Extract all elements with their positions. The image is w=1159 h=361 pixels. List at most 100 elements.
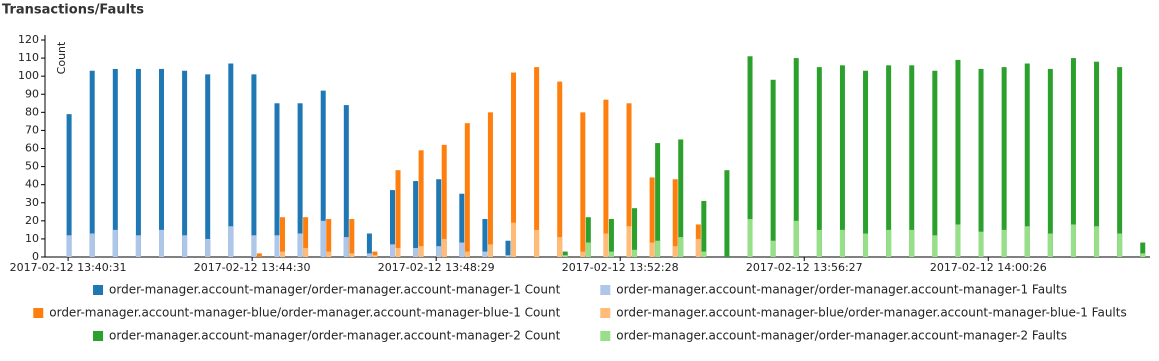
bar bbox=[326, 219, 332, 257]
bar bbox=[863, 70, 869, 257]
bar bbox=[839, 229, 845, 257]
y-tick-label: 40 bbox=[25, 178, 39, 191]
bar bbox=[366, 253, 372, 257]
bar bbox=[672, 179, 678, 257]
bar bbox=[747, 219, 753, 257]
bar bbox=[585, 242, 591, 257]
bar bbox=[608, 251, 614, 257]
bar bbox=[135, 68, 141, 257]
y-tick-label: 120 bbox=[18, 33, 39, 46]
bar bbox=[182, 70, 188, 257]
legend-item[interactable]: order-manager.account-manager/order-mana… bbox=[93, 283, 561, 297]
bar bbox=[724, 170, 730, 257]
legend-swatch bbox=[600, 308, 611, 318]
bar bbox=[603, 99, 609, 257]
x-tick-label: 2017-02-12 13:44:30 bbox=[194, 261, 311, 274]
bar bbox=[395, 247, 401, 257]
bar bbox=[1001, 67, 1007, 257]
bar bbox=[672, 246, 678, 257]
bar bbox=[816, 229, 822, 257]
legend-item[interactable]: order-manager.account-manager/order-mana… bbox=[600, 329, 1067, 343]
bar bbox=[89, 233, 95, 257]
x-tick-label: 2017-02-12 14:00:26 bbox=[930, 261, 1047, 274]
bar bbox=[770, 79, 776, 258]
y-tick-label: 20 bbox=[25, 214, 39, 227]
bar bbox=[1140, 242, 1146, 257]
legend-item[interactable]: order-manager.account-manager/order-mana… bbox=[600, 283, 1067, 297]
bar bbox=[418, 246, 424, 257]
legend-swatch bbox=[93, 331, 104, 341]
bar bbox=[1024, 226, 1030, 257]
bar bbox=[205, 238, 211, 257]
bar bbox=[608, 219, 614, 257]
bar bbox=[326, 251, 332, 257]
bar bbox=[349, 219, 355, 257]
bar bbox=[280, 217, 286, 257]
bar bbox=[280, 251, 286, 257]
bar bbox=[205, 74, 211, 257]
bar bbox=[1094, 61, 1100, 258]
legend-item[interactable]: order-manager.account-manager-blue/order… bbox=[33, 306, 561, 320]
bar bbox=[464, 123, 470, 257]
bar bbox=[603, 233, 609, 257]
bar bbox=[793, 220, 799, 257]
bar bbox=[511, 222, 517, 257]
legend-label: order-manager.account-manager/order-mana… bbox=[616, 283, 1067, 297]
bar bbox=[459, 242, 465, 257]
y-tick-label: 90 bbox=[25, 87, 39, 100]
bar bbox=[343, 105, 349, 257]
bar bbox=[557, 237, 563, 257]
bar bbox=[251, 74, 257, 257]
bar bbox=[655, 240, 661, 257]
bar bbox=[413, 247, 419, 257]
y-tick-label: 10 bbox=[25, 232, 39, 245]
bar bbox=[66, 114, 72, 258]
y-tick-label: 30 bbox=[25, 196, 39, 209]
legend-item[interactable]: order-manager.account-manager/order-mana… bbox=[93, 329, 561, 343]
bar bbox=[251, 235, 257, 257]
y-tick-label: 70 bbox=[25, 123, 39, 136]
bar bbox=[557, 81, 563, 257]
legend-label: order-manager.account-manager/order-mana… bbox=[616, 329, 1067, 343]
bar bbox=[747, 56, 753, 258]
bar bbox=[511, 72, 517, 257]
legend-item[interactable]: order-manager.account-manager-blue/order… bbox=[600, 306, 1127, 320]
bar bbox=[66, 235, 72, 257]
bar bbox=[649, 177, 655, 257]
bar bbox=[678, 139, 684, 257]
bar bbox=[1001, 229, 1007, 257]
chart-title: Transactions/Faults bbox=[2, 3, 144, 18]
bar bbox=[372, 255, 378, 257]
bar bbox=[701, 200, 707, 257]
bar bbox=[482, 219, 488, 257]
bar bbox=[372, 251, 378, 257]
bar bbox=[955, 224, 961, 257]
bar bbox=[632, 249, 638, 257]
x-tick-label: 2017-02-12 13:52:28 bbox=[562, 261, 679, 274]
bar bbox=[534, 67, 540, 257]
bar bbox=[932, 70, 938, 257]
bar bbox=[436, 246, 442, 257]
bar bbox=[482, 251, 488, 257]
bar bbox=[395, 170, 401, 257]
legend-swatch bbox=[600, 331, 611, 341]
bar bbox=[701, 251, 707, 257]
bar bbox=[366, 233, 372, 257]
bar bbox=[159, 68, 165, 257]
bar bbox=[228, 226, 234, 257]
x-tick-label: 2017-02-12 13:56:27 bbox=[746, 261, 863, 274]
bar bbox=[459, 193, 465, 257]
bar bbox=[585, 217, 591, 257]
y-tick-label: 110 bbox=[18, 51, 39, 64]
bar bbox=[441, 238, 447, 257]
bar bbox=[487, 244, 493, 257]
bar bbox=[955, 59, 961, 258]
bar bbox=[534, 229, 540, 257]
bar bbox=[413, 181, 419, 257]
bar bbox=[297, 103, 303, 258]
bar bbox=[390, 244, 396, 257]
bar bbox=[695, 238, 701, 257]
bar bbox=[390, 190, 396, 257]
bar bbox=[418, 150, 424, 257]
bar bbox=[487, 112, 493, 257]
